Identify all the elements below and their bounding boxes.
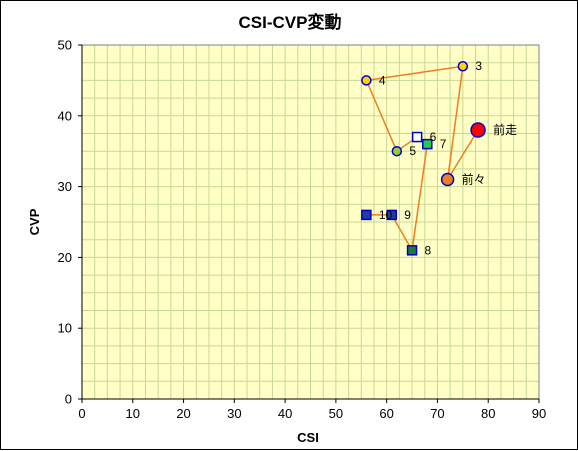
series-path bbox=[365, 65, 479, 253]
tick-labels: 0 10 20 30 40 50 60 70 80 90 0 10 20 30 40 50 bbox=[58, 38, 547, 422]
x-tick-label: 50 bbox=[329, 406, 343, 421]
point-label: 3 bbox=[475, 59, 482, 73]
point-label: 4 bbox=[379, 73, 386, 87]
x-tick-label: 30 bbox=[227, 406, 241, 421]
x-tick-label: 20 bbox=[176, 406, 190, 421]
point-label: 前走 bbox=[493, 122, 517, 137]
x-tick-label: 80 bbox=[481, 406, 495, 421]
x-tick-label: 0 bbox=[78, 406, 85, 421]
data-points bbox=[361, 60, 486, 256]
y-tick-label: 40 bbox=[58, 108, 72, 123]
data-point bbox=[361, 209, 372, 221]
data-point bbox=[361, 75, 372, 86]
point-label: 前々 bbox=[462, 172, 486, 187]
data-point bbox=[457, 60, 469, 72]
chart-title: CSI-CVP変動 bbox=[239, 12, 342, 32]
data-point bbox=[440, 172, 455, 187]
x-tick-label: 70 bbox=[430, 406, 444, 421]
grid-lines bbox=[82, 45, 539, 399]
data-point bbox=[391, 145, 403, 157]
y-tick-label: 50 bbox=[58, 38, 72, 53]
y-axis-label: CVP bbox=[27, 208, 42, 235]
point-label: 8 bbox=[425, 243, 432, 257]
y-tick-label: 10 bbox=[58, 321, 72, 336]
point-label: 9 bbox=[404, 208, 411, 222]
x-tick-label: 90 bbox=[532, 406, 546, 421]
point-label: 10 bbox=[379, 208, 393, 222]
x-tick-label: 10 bbox=[126, 406, 140, 421]
x-tick-label: 60 bbox=[379, 406, 393, 421]
data-point bbox=[411, 131, 423, 143]
y-tick-label: 30 bbox=[58, 179, 72, 194]
data-point bbox=[422, 138, 433, 150]
y-tick-label: 0 bbox=[65, 392, 72, 407]
point-label: 6 bbox=[430, 130, 437, 144]
x-axis-label: CSI bbox=[297, 430, 319, 445]
data-point bbox=[470, 122, 486, 138]
point-label: 7 bbox=[440, 137, 447, 151]
y-tick-label: 20 bbox=[58, 250, 72, 265]
point-label: 5 bbox=[409, 144, 416, 158]
x-tick-label: 40 bbox=[278, 406, 292, 421]
plot-border bbox=[81, 44, 540, 400]
data-point bbox=[406, 245, 418, 256]
series-line bbox=[365, 65, 479, 253]
data-point bbox=[386, 209, 397, 221]
